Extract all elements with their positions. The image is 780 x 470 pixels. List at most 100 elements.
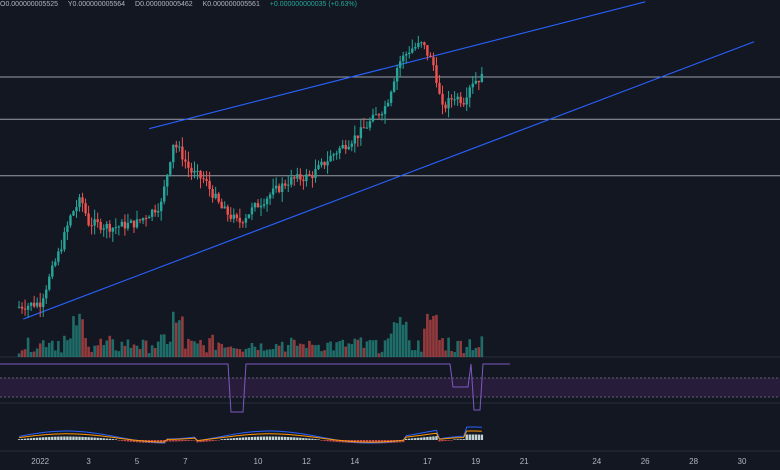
- volume-bar: [432, 315, 435, 357]
- candle-body: [271, 188, 275, 195]
- volume-bar: [57, 340, 60, 357]
- macd-histogram-bar: [402, 440, 405, 443]
- volume-bar: [244, 348, 248, 357]
- macd-histogram-bar: [450, 440, 453, 441]
- x-axis-tick-label: 28: [689, 457, 698, 466]
- volume-bar: [323, 350, 326, 357]
- macd-histogram-bar: [447, 440, 450, 441]
- volume-bar: [162, 334, 166, 357]
- volume-bar: [129, 347, 133, 357]
- volume-bar: [117, 351, 121, 357]
- candle-body: [42, 298, 45, 308]
- candle-body: [441, 93, 444, 105]
- macd-histogram-bar: [187, 440, 190, 441]
- volume-bar: [208, 338, 211, 357]
- volume-bar: [235, 348, 239, 357]
- candle-body: [54, 261, 57, 266]
- macd-histogram-bar: [259, 436, 263, 440]
- volume-bar: [168, 341, 172, 357]
- macd-histogram-bar: [69, 436, 72, 440]
- macd-histogram-bar: [32, 437, 36, 440]
- candle-body: [196, 170, 199, 172]
- channel-lower-line: [23, 41, 755, 320]
- volume-bar: [247, 347, 251, 357]
- candle-body: [141, 218, 145, 221]
- macd-histogram-bar: [462, 439, 465, 440]
- candle-body: [108, 223, 111, 232]
- x-axis-tick-label: 19: [471, 457, 480, 466]
- candle-body: [265, 198, 269, 205]
- macd-histogram-bar: [281, 436, 284, 440]
- candle-body: [362, 127, 366, 129]
- macd-histogram-bar: [223, 438, 226, 440]
- volume-bar: [459, 340, 462, 357]
- candle-body: [335, 153, 338, 155]
- candle-body: [432, 57, 435, 66]
- x-axis-tick-label: 17: [423, 457, 432, 466]
- volume-bar: [223, 347, 227, 357]
- volume-bar: [311, 344, 314, 357]
- volume-bar: [26, 337, 30, 357]
- volume-bar: [404, 321, 408, 357]
- macd-histogram-bar: [338, 440, 341, 443]
- volume-bar: [289, 337, 293, 357]
- candle-body: [35, 302, 39, 307]
- x-axis-tick-label: 2022: [31, 457, 49, 466]
- candle-body: [205, 179, 208, 181]
- volume-bar: [172, 311, 175, 357]
- candle-body: [96, 219, 99, 223]
- volume-bar: [417, 340, 420, 357]
- macd-histogram-bar: [429, 436, 432, 440]
- volume-bar: [344, 346, 348, 357]
- volume-bar: [75, 325, 78, 357]
- candle-body: [383, 106, 387, 115]
- price-candles: [17, 35, 484, 318]
- volume-bar: [462, 353, 465, 357]
- macd-histogram-bar: [45, 437, 48, 440]
- volume-bar: [187, 338, 190, 357]
- candle-body: [287, 184, 290, 186]
- candle-body: [338, 148, 341, 154]
- volume-bar: [54, 350, 57, 357]
- volume-bar: [474, 348, 478, 357]
- candle-body: [465, 97, 468, 105]
- macd-histogram-bar: [105, 438, 108, 440]
- x-axis-tick-label: 12: [302, 457, 311, 466]
- macd-histogram-bar: [87, 437, 90, 440]
- volume-bar: [232, 348, 236, 357]
- volume-bar: [193, 341, 196, 357]
- macd-histogram-bar: [438, 440, 441, 442]
- volume-bar: [268, 349, 272, 357]
- volume-bar: [229, 346, 233, 357]
- candle-body: [402, 55, 405, 62]
- volume-bar: [159, 334, 163, 357]
- macd-histogram-bar: [172, 440, 175, 442]
- candle-body: [232, 214, 235, 219]
- candle-body: [302, 179, 305, 182]
- macd-histogram-bar: [169, 440, 172, 442]
- volume-bar: [153, 347, 157, 357]
- volume-bar: [435, 314, 438, 357]
- candle-body: [414, 46, 417, 49]
- volume-bar: [93, 345, 96, 357]
- volume-bar: [365, 341, 369, 357]
- macd-histogram-bar: [211, 440, 214, 442]
- volume-bar: [29, 352, 33, 357]
- volume-bar: [144, 340, 148, 357]
- volume-bar: [81, 319, 84, 357]
- volume-bar: [320, 351, 323, 357]
- macd-histogram-bar: [132, 440, 136, 442]
- volume-bar: [471, 350, 475, 357]
- volume-bar: [468, 339, 472, 357]
- volume-bar: [362, 347, 366, 357]
- volume-bar: [283, 351, 287, 357]
- volume-bar: [250, 342, 254, 357]
- candle-body: [181, 146, 184, 160]
- volume-bar: [226, 347, 230, 357]
- macd-histogram-bar: [217, 440, 220, 441]
- volume-bar: [238, 349, 242, 357]
- candle-body: [290, 177, 293, 185]
- volume-bar: [317, 344, 320, 357]
